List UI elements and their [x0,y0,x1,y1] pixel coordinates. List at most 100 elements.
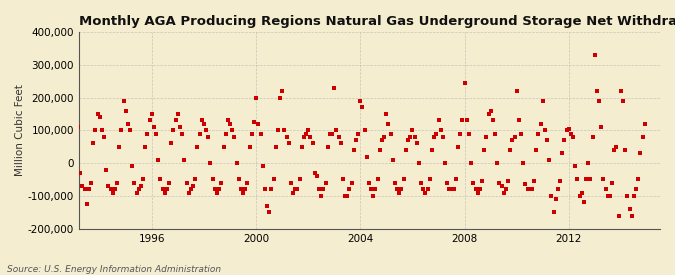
Point [188,184,198,188]
Point [346,181,357,185]
Point [266,187,277,191]
Point [75,171,86,175]
Point [489,131,500,136]
Point [329,86,340,90]
Point [323,144,333,149]
Point [591,89,602,93]
Point [562,128,572,133]
Point [348,148,359,152]
Point [431,131,442,136]
Point [335,141,346,145]
Point [132,190,142,195]
Point [626,213,637,218]
Text: Source: U.S. Energy Information Administration: Source: U.S. Energy Information Administ… [7,265,221,274]
Point [77,184,88,188]
Point [439,161,450,165]
Point [589,53,600,57]
Point [457,118,468,123]
Point [296,144,307,149]
Point [333,135,344,139]
Point [459,81,470,85]
Point [301,131,312,136]
Point [97,128,107,133]
Point [544,158,555,162]
Point [350,138,361,142]
Point [292,187,302,191]
Point [416,181,427,185]
Point [290,187,300,191]
Point [355,99,366,103]
Point [225,122,236,126]
Point [284,141,294,145]
Point [533,131,543,136]
Point [524,187,535,191]
Point [594,99,605,103]
Point [477,179,487,183]
Point [107,190,118,195]
Point [607,181,618,185]
Point [186,187,196,191]
Point [81,202,92,206]
Point [587,135,598,139]
Point [396,187,407,191]
Point [366,187,377,191]
Point [255,131,266,136]
Point [491,161,502,165]
Point [248,120,259,124]
Point [198,122,209,126]
Point [109,187,120,191]
Point [405,135,416,139]
Point [159,190,170,195]
Point [611,144,622,149]
Point [129,181,140,185]
Point [196,118,207,123]
Point [331,128,342,133]
Point [277,89,288,93]
Point [264,210,275,214]
Point [229,135,240,139]
Point [425,177,435,182]
Point [127,164,138,169]
Point [342,194,353,198]
Point [570,164,580,169]
Point [500,187,511,191]
Point [381,112,392,116]
Point [446,187,457,191]
Point [338,177,348,182]
Point [88,141,99,145]
Point [305,135,316,139]
Point [209,187,220,191]
Point [635,151,646,155]
Point [153,158,164,162]
Point [281,135,292,139]
Point [622,194,633,198]
Point [603,194,614,198]
Point [218,144,229,149]
Point [368,194,379,198]
Point [320,181,331,185]
Point [101,167,111,172]
Point [418,187,429,191]
Point [455,131,466,136]
Point [168,128,179,133]
Point [134,187,144,191]
Point [511,89,522,93]
Point [250,95,261,100]
Point [327,131,338,136]
Point [92,112,103,116]
Point [479,148,489,152]
Point [359,128,370,133]
Point [86,181,97,185]
Point [481,135,491,139]
Point [422,187,433,191]
Point [633,177,644,182]
Point [146,112,157,116]
Point [542,138,553,142]
Point [309,171,320,175]
Point [118,99,129,103]
Point [373,177,383,182]
Point [200,128,211,133]
Point [340,194,350,198]
Point [207,177,218,182]
Point [220,131,231,136]
